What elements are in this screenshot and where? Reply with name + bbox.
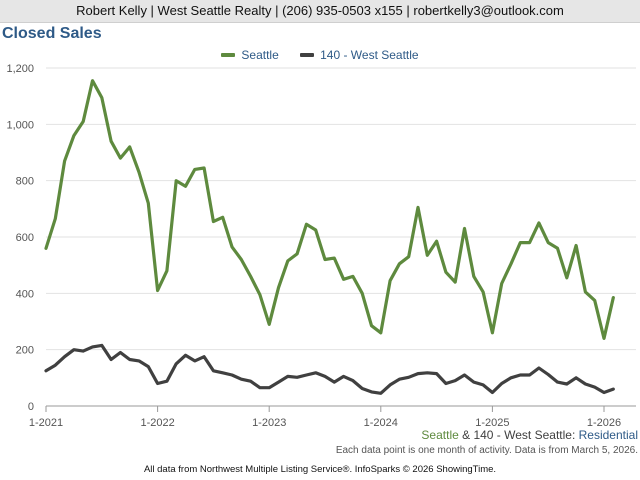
y-tick-label: 400 (16, 288, 34, 300)
subtitle-sep: : (571, 428, 579, 442)
y-tick-label: 0 (28, 401, 34, 413)
legend: Seattle 140 - West Seattle (0, 46, 640, 62)
agent-contact-info: Robert Kelly | West Seattle Realty | (20… (76, 3, 564, 18)
subtitle-type: Residential (578, 428, 638, 442)
legend-item-west-seattle[interactable]: 140 - West Seattle (300, 48, 419, 62)
legend-swatch-seattle (221, 53, 236, 57)
subtitle-west-seattle: 140 - West Seattle (473, 428, 572, 442)
y-tick-label: 1,000 (6, 119, 34, 131)
legend-swatch-west-seattle (300, 53, 315, 57)
x-axis: 1-2021 1-2022 1-2023 1-2024 1-2025 1-2026 (29, 405, 636, 429)
x-tick-label: 1-2022 (140, 417, 174, 429)
subtitle-seattle: Seattle (421, 428, 459, 442)
y-tick-label: 1,200 (6, 63, 34, 75)
y-axis-ticks: 0 200 400 600 800 1,000 1,200 (6, 63, 34, 413)
series-lines (44, 79, 615, 395)
chart-title: Closed Sales (2, 25, 102, 42)
x-tick-label: 1-2025 (475, 417, 509, 429)
subtitle-amp: & (458, 428, 474, 442)
x-tick-label: 1-2026 (587, 417, 621, 429)
data-note: Each data point is one month of activity… (335, 445, 638, 456)
header-bar: Robert Kelly | West Seattle Realty | (20… (0, 0, 640, 23)
chart-subtitle: Seattle & 140 - West Seattle: Residentia… (421, 428, 638, 442)
footer-credit: All data from Northwest Multiple Listing… (143, 464, 497, 475)
x-tick-label: 1-2024 (364, 417, 398, 429)
legend-item-seattle[interactable]: Seattle (221, 48, 279, 62)
y-tick-label: 200 (16, 345, 34, 357)
grid-lines (46, 67, 636, 351)
y-tick-label: 600 (16, 232, 34, 244)
series-line-west-seattle[interactable] (44, 343, 615, 395)
series-line-seattle[interactable] (44, 79, 615, 340)
legend-label-seattle: Seattle (241, 48, 279, 62)
x-tick-label: 1-2023 (252, 417, 286, 429)
legend-label-west-seattle: 140 - West Seattle (320, 48, 419, 62)
x-tick-label: 1-2021 (29, 417, 63, 429)
y-tick-label: 800 (16, 176, 34, 188)
